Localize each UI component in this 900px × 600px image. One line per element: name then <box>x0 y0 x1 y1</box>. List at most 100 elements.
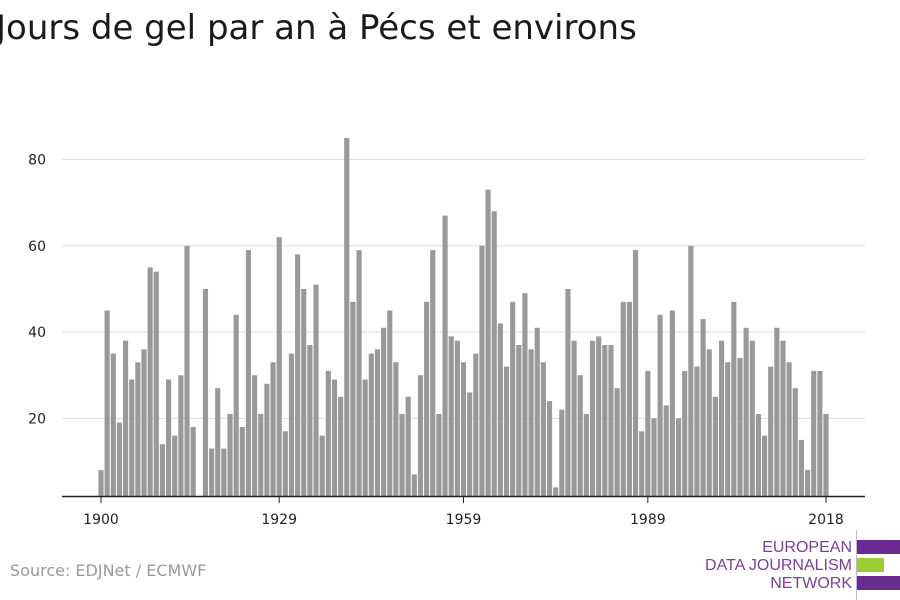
bar-1950 <box>405 396 411 496</box>
bar-1904 <box>123 340 129 496</box>
bar-1943 <box>362 379 368 496</box>
bar-1983 <box>608 345 614 496</box>
bar-1958 <box>454 340 460 496</box>
bar-1903 <box>116 422 123 496</box>
bar-1990 <box>651 418 657 496</box>
bar-1995 <box>682 370 688 496</box>
bar-1954 <box>430 250 436 496</box>
bar-2009 <box>768 366 774 496</box>
bar-2002 <box>725 362 731 496</box>
y-tick-label: 60 <box>28 239 46 255</box>
bar-1936 <box>319 435 325 496</box>
bar-1914 <box>184 245 190 496</box>
bar-1929 <box>276 237 282 496</box>
bar-1946 <box>381 327 387 496</box>
bar-1952 <box>417 375 424 496</box>
logo-line-2: DATA JOURNALISM <box>705 557 852 574</box>
bar-2007 <box>755 414 761 496</box>
bar-1975 <box>559 409 565 496</box>
bar-1930 <box>282 431 288 496</box>
bar-1902 <box>110 353 116 496</box>
bar-1988 <box>639 431 645 496</box>
bar-1972 <box>540 362 546 496</box>
bar-1947 <box>387 310 393 496</box>
bar-1944 <box>368 353 374 496</box>
logo-bar-purple-top <box>857 540 900 554</box>
logo-line-1: EUROPEAN <box>762 539 852 556</box>
x-tick-label: 1900 <box>83 512 119 528</box>
chart-title: Jours de gel par an à Pécs et environs <box>0 8 637 48</box>
bar-1907 <box>141 349 147 496</box>
bar-1956 <box>442 215 448 497</box>
bar-1974 <box>553 487 559 496</box>
bar-1992 <box>663 405 669 496</box>
bar-1968 <box>516 345 522 496</box>
bar-1949 <box>399 414 405 496</box>
bar-2017 <box>817 370 823 496</box>
bar-1906 <box>135 362 141 496</box>
bar-1939 <box>338 396 344 496</box>
bar-1997 <box>694 366 700 496</box>
bar-1942 <box>356 250 362 496</box>
bars <box>98 137 829 497</box>
bar-1920 <box>221 448 227 496</box>
bar-1979 <box>583 414 589 496</box>
bar-1960 <box>467 392 473 496</box>
bar-1931 <box>288 353 295 496</box>
bar-1908 <box>147 267 153 496</box>
y-tick-label: 80 <box>28 153 46 169</box>
x-tick-label: 1929 <box>261 512 297 528</box>
bar-1932 <box>295 254 301 496</box>
bar-1941 <box>350 301 356 496</box>
logo-bar-purple-bottom <box>857 576 900 590</box>
bar-1905 <box>129 379 135 496</box>
bar-1967 <box>510 301 516 496</box>
bar-1966 <box>503 366 510 496</box>
bar-1945 <box>374 349 381 496</box>
bar-1925 <box>252 375 258 496</box>
bar-1955 <box>436 414 442 496</box>
bar-1965 <box>497 323 503 496</box>
bar-1915 <box>190 426 196 496</box>
source-note: Source: EDJNet / ECMWF <box>10 561 207 580</box>
bar-1996 <box>688 245 694 496</box>
bar-2014 <box>798 439 804 496</box>
bar-1971 <box>534 327 540 496</box>
logo-line-3: NETWORK <box>770 575 852 592</box>
bar-1919 <box>215 388 221 496</box>
bar-2005 <box>743 327 749 496</box>
bar-1982 <box>602 345 608 496</box>
bar-1957 <box>448 336 454 496</box>
bar-2001 <box>718 340 725 496</box>
axes <box>62 495 865 503</box>
bar-1922 <box>233 314 239 496</box>
bar-2003 <box>731 301 737 496</box>
bar-1980 <box>589 340 596 496</box>
bar-1918 <box>209 448 215 496</box>
bar-2016 <box>811 370 817 496</box>
bar-2010 <box>774 327 780 496</box>
bar-1969 <box>522 293 528 496</box>
logo-divider <box>856 530 857 600</box>
bar-1999 <box>706 349 712 496</box>
bar-2006 <box>749 340 755 496</box>
bar-1926 <box>258 414 264 496</box>
bar-1973 <box>546 401 553 496</box>
bar-1951 <box>411 474 417 496</box>
x-tick-label: 1989 <box>630 512 666 528</box>
bar-1912 <box>172 435 178 496</box>
bar-1933 <box>301 288 307 496</box>
x-tick-label: 2018 <box>808 512 844 528</box>
y-tick-label: 20 <box>28 411 46 427</box>
bar-2008 <box>761 435 768 496</box>
bar-1900 <box>98 470 104 496</box>
bar-1940 <box>344 137 350 496</box>
bar-1985 <box>620 301 626 496</box>
bar-2012 <box>786 362 792 496</box>
bar-1977 <box>571 340 577 496</box>
bar-1993 <box>669 310 675 496</box>
bar-1984 <box>614 388 620 496</box>
bar-1970 <box>528 349 534 496</box>
bar-1911 <box>166 379 172 496</box>
